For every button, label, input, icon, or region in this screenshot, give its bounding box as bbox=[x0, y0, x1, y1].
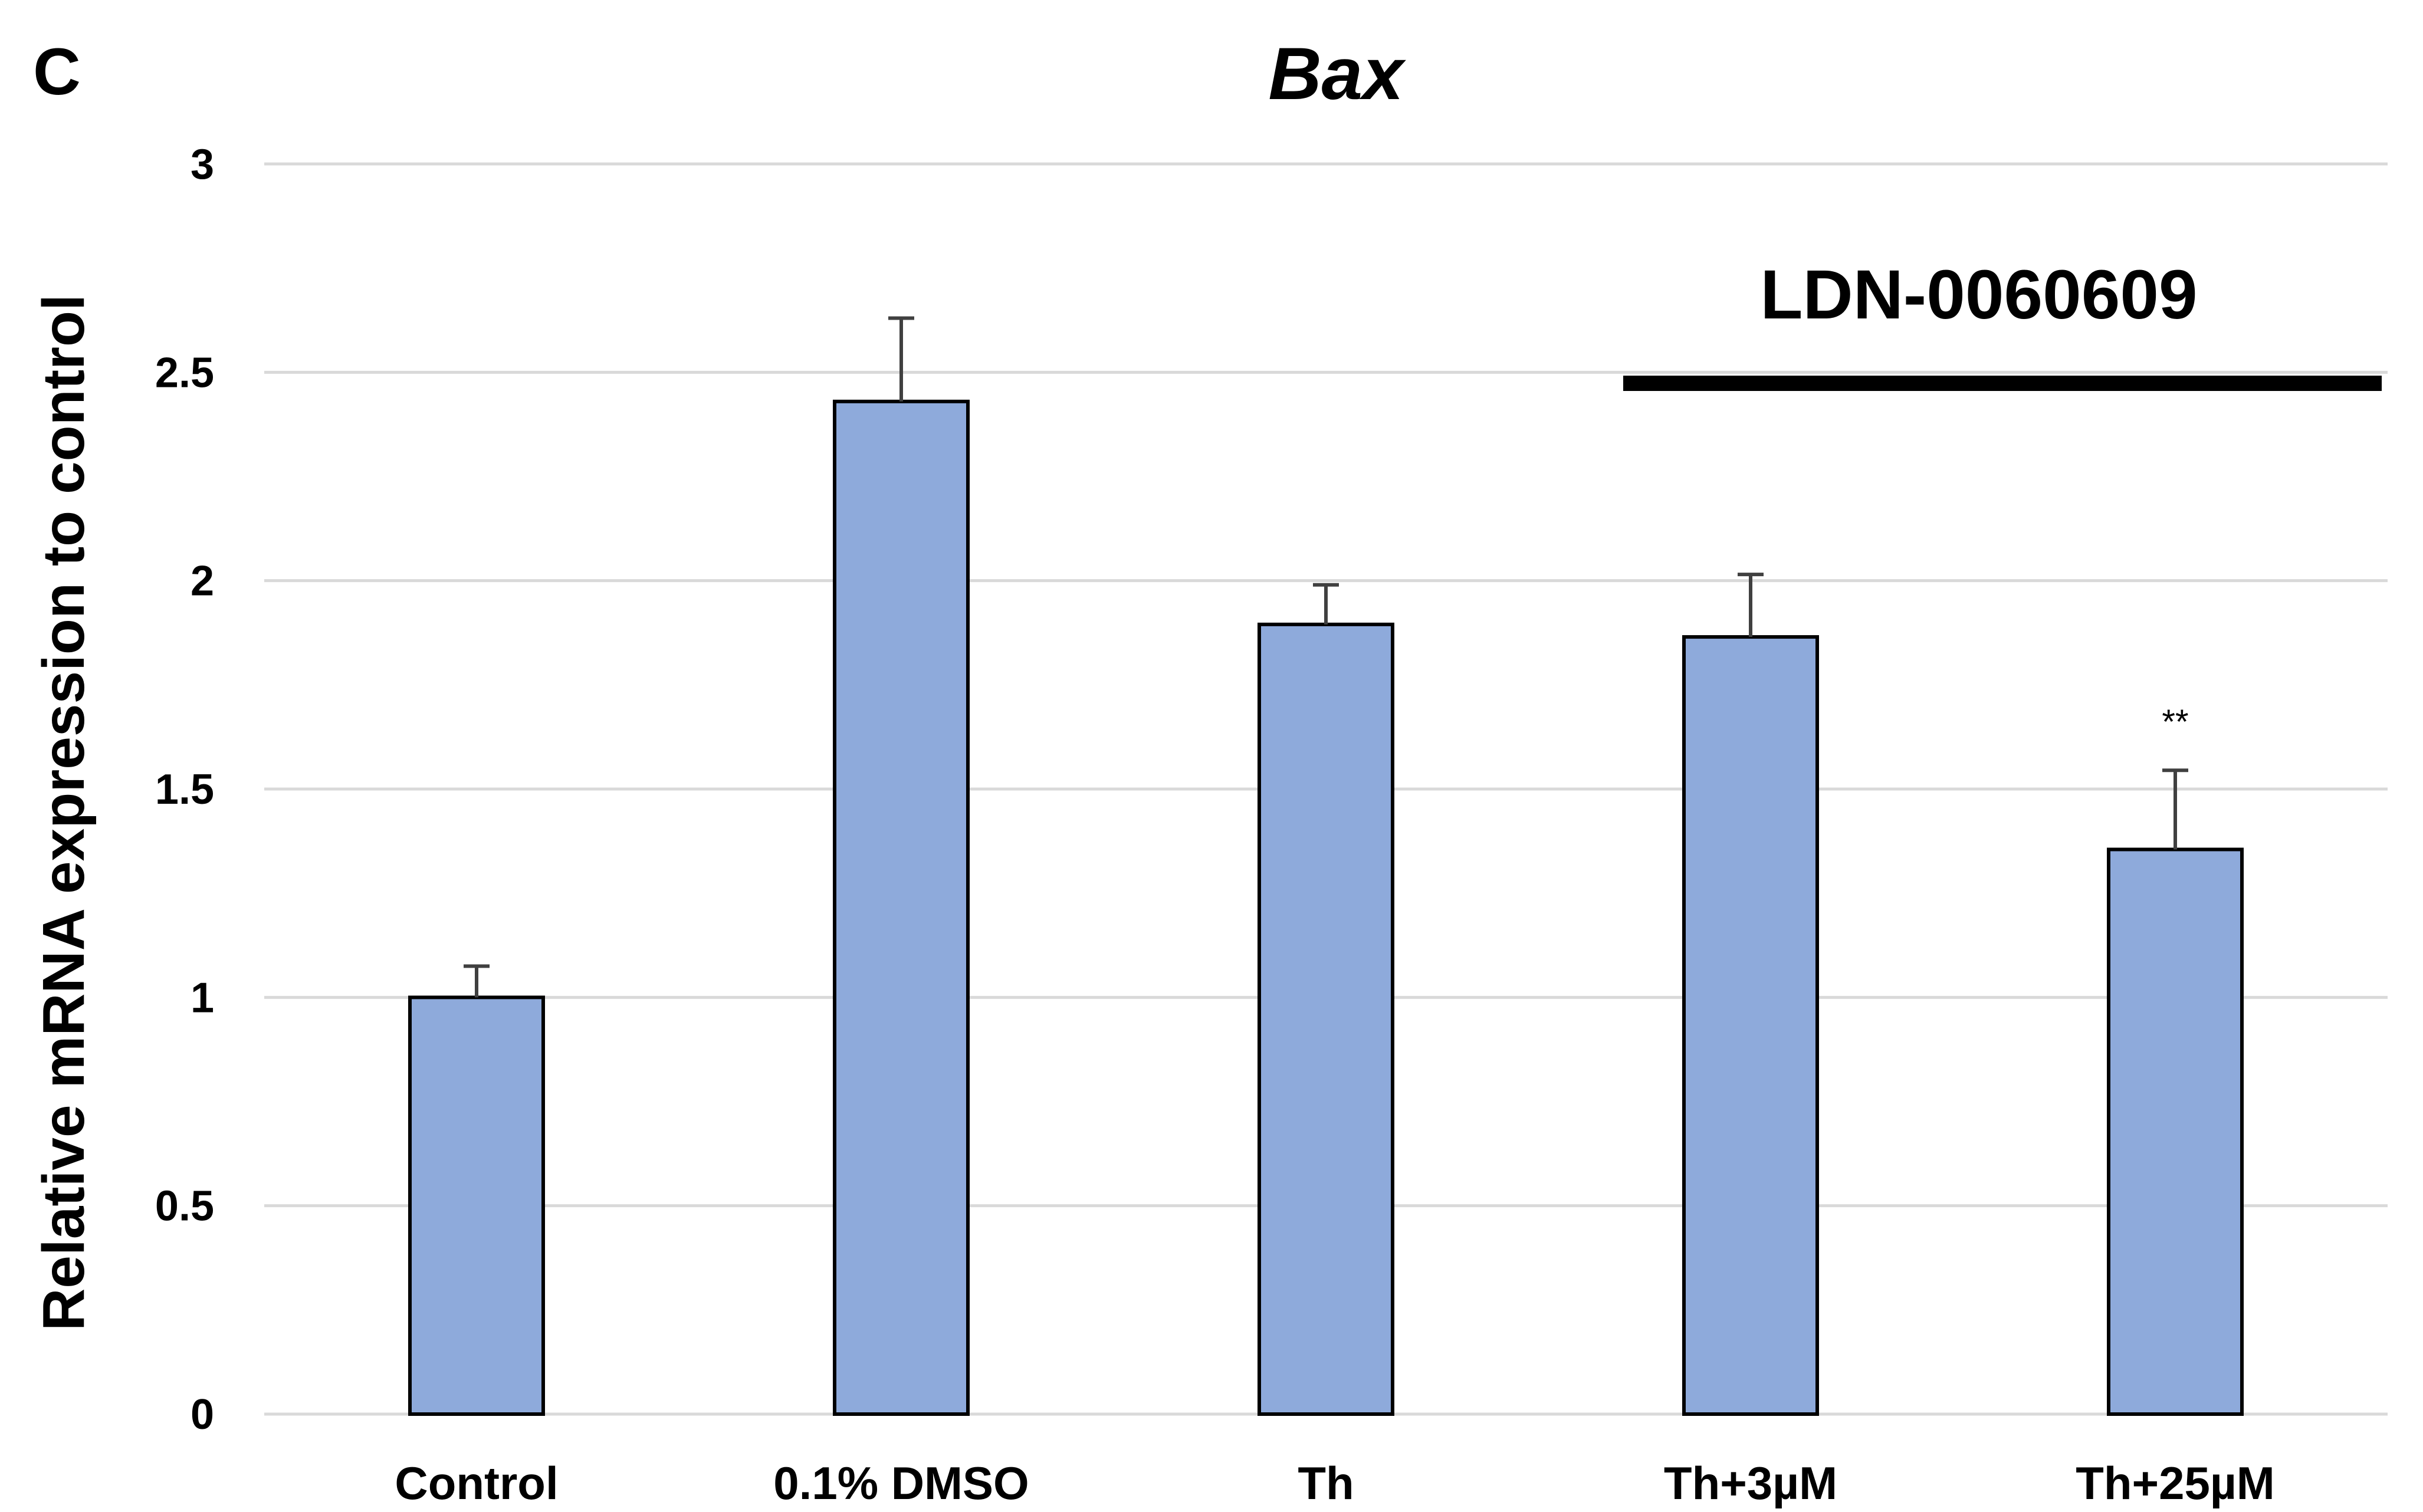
bar bbox=[833, 399, 970, 1416]
x-tick-label: Control bbox=[395, 1457, 558, 1509]
error-bars bbox=[464, 316, 2188, 998]
y-tick-label: 2.5 bbox=[155, 349, 214, 396]
y-tick-label: 2 bbox=[191, 558, 214, 605]
significance-mark: ** bbox=[2162, 703, 2188, 741]
y-tick-label: 0 bbox=[191, 1391, 214, 1438]
treatment-bracket: LDN-0060609 bbox=[1623, 256, 2382, 391]
x-tick-label: Th+3µM bbox=[1664, 1457, 1837, 1509]
x-tick-label: Th+25µM bbox=[2076, 1457, 2275, 1509]
panel-letter: C bbox=[33, 35, 81, 109]
bar bbox=[408, 995, 545, 1416]
bar bbox=[1682, 635, 1819, 1416]
bar bbox=[2107, 847, 2244, 1416]
bars bbox=[408, 399, 2244, 1416]
y-tick-label: 1 bbox=[191, 974, 214, 1021]
chart-title: Bax bbox=[1268, 33, 1406, 115]
y-tick-label: 1.5 bbox=[155, 766, 214, 813]
bar bbox=[1258, 622, 1394, 1416]
x-tick-labels: Control 0.1% DMSO Th Th+3µM Th+25µM bbox=[395, 1457, 2274, 1509]
y-tick-labels: 0 0.5 1 1.5 2 2.5 3 bbox=[155, 141, 214, 1438]
significance-marks: ** bbox=[2162, 703, 2188, 741]
y-tick-label: 3 bbox=[191, 141, 214, 188]
bracket-label: LDN-0060609 bbox=[1760, 256, 2197, 334]
x-tick-label: Th bbox=[1298, 1457, 1354, 1509]
y-tick-label: 0.5 bbox=[155, 1183, 214, 1230]
x-tick-label: 0.1% DMSO bbox=[773, 1457, 1029, 1509]
y-axis-label: Relative mRNA expression to control bbox=[31, 294, 97, 1331]
